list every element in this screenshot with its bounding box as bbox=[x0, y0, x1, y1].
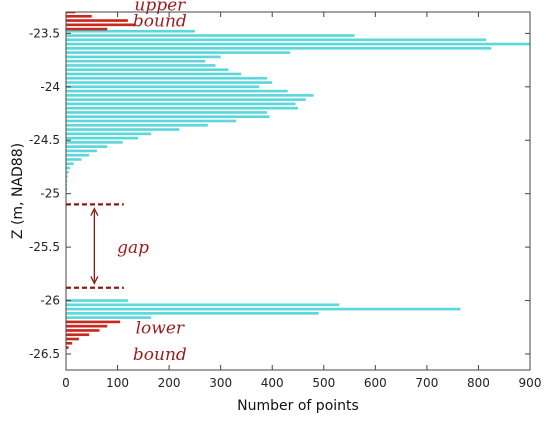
gap-markers bbox=[66, 203, 124, 289]
bar-8 bbox=[66, 64, 216, 67]
x-tick-label-1: 100 bbox=[106, 376, 129, 390]
upper-bound-bar-1 bbox=[66, 14, 92, 18]
bar-36 bbox=[66, 183, 68, 187]
bar-0 bbox=[66, 29, 195, 33]
gap-arrow-head-up bbox=[90, 207, 99, 216]
bar-6 bbox=[66, 55, 221, 59]
bar-32 bbox=[66, 166, 71, 170]
bar-23 bbox=[66, 128, 180, 131]
bar-22 bbox=[66, 123, 208, 127]
bar-21 bbox=[66, 119, 237, 123]
bar-35 bbox=[66, 179, 68, 183]
bar-34 bbox=[66, 175, 68, 178]
x-tick-label-0: 0 bbox=[62, 376, 70, 390]
upper-bound-bar-3 bbox=[66, 23, 136, 27]
y-tick-label-0: -23.5 bbox=[29, 26, 60, 40]
y-tick-label-3: -25 bbox=[40, 187, 60, 201]
bar-33 bbox=[66, 170, 69, 174]
bar-29 bbox=[66, 153, 90, 157]
y-axis: -23.5 -24 -24.5 -25 -25.5 -26 -26.5 bbox=[29, 26, 530, 361]
x-tick-label-6: 600 bbox=[364, 376, 387, 390]
lower-bound-bar-6 bbox=[66, 346, 69, 349]
lower-bound-bar-2 bbox=[66, 329, 100, 332]
upper-bound-bar-2 bbox=[66, 19, 128, 22]
bar-3 bbox=[66, 42, 530, 46]
bar-12 bbox=[66, 81, 273, 84]
lower-bound-bar-0 bbox=[66, 320, 121, 324]
lower-bound-bar-4 bbox=[66, 337, 79, 341]
bar-19 bbox=[66, 111, 268, 114]
annotation-lower-3: lower bbox=[136, 318, 185, 338]
lower-bound-bar-3 bbox=[66, 333, 90, 337]
x-tick-label-9: 900 bbox=[519, 376, 542, 390]
bar-15 bbox=[66, 94, 314, 97]
annotation-bound-4: bound bbox=[133, 345, 187, 365]
bar-7 bbox=[66, 59, 206, 63]
bar-44 bbox=[66, 316, 152, 319]
bar-9 bbox=[66, 68, 229, 72]
bar-18 bbox=[66, 106, 298, 110]
bar-28 bbox=[66, 149, 97, 153]
bar-1 bbox=[66, 34, 355, 37]
x-tick-label-8: 800 bbox=[467, 376, 490, 390]
plot-area bbox=[65, 11, 531, 371]
annotation-gap-2: gap bbox=[117, 238, 149, 258]
x-axis-label: Number of points bbox=[237, 398, 359, 414]
upper-bound-bar-4 bbox=[66, 27, 108, 31]
annotation-upper-0: upper bbox=[134, 0, 186, 16]
plot-frame bbox=[65, 11, 531, 371]
gap-arrow-head-down bbox=[90, 276, 99, 285]
bar-5 bbox=[66, 51, 291, 54]
x-tick-label-2: 200 bbox=[158, 376, 181, 390]
bar-42 bbox=[66, 307, 461, 311]
bar-41 bbox=[66, 303, 340, 307]
lower-bound-bar-5 bbox=[66, 341, 73, 345]
bar-31 bbox=[66, 162, 74, 166]
bar-2 bbox=[66, 38, 487, 42]
main-bars bbox=[66, 29, 530, 319]
bar-14 bbox=[66, 89, 288, 93]
lower-bound-bar-1 bbox=[66, 324, 108, 328]
y-axis-label: Z (m, NAD88) bbox=[10, 143, 26, 239]
upper-bound-bar-0 bbox=[66, 12, 76, 14]
y-tick-label-6: -26.5 bbox=[29, 347, 60, 361]
y-tick-label-1: -24 bbox=[40, 80, 60, 94]
bar-13 bbox=[66, 85, 260, 89]
x-tick-label-5: 500 bbox=[312, 376, 335, 390]
x-axis: 0 100 200 300 400 500 600 700 800 900 bbox=[62, 12, 541, 390]
bar-4 bbox=[66, 47, 492, 50]
x-tick-label-4: 400 bbox=[261, 376, 284, 390]
bar-17 bbox=[66, 102, 296, 106]
bar-25 bbox=[66, 136, 139, 140]
y-tick-label-5: -26 bbox=[40, 294, 60, 308]
bar-43 bbox=[66, 312, 319, 315]
bar-16 bbox=[66, 98, 306, 101]
bar-27 bbox=[66, 145, 108, 148]
bar-26 bbox=[66, 141, 123, 144]
x-tick-label-7: 700 bbox=[415, 376, 438, 390]
bar-20 bbox=[66, 115, 270, 119]
y-tick-label-2: -24.5 bbox=[29, 133, 60, 147]
bar-10 bbox=[66, 72, 242, 76]
bound-bars bbox=[66, 12, 136, 349]
bar-24 bbox=[66, 132, 152, 136]
x-tick-label-3: 300 bbox=[209, 376, 232, 390]
y-tick-label-4: -25.5 bbox=[29, 240, 60, 254]
bar-30 bbox=[66, 158, 82, 161]
bar-11 bbox=[66, 76, 268, 80]
bar-40 bbox=[66, 299, 128, 302]
annotation-bound-1: bound bbox=[133, 12, 187, 32]
bar-37 bbox=[66, 188, 68, 191]
